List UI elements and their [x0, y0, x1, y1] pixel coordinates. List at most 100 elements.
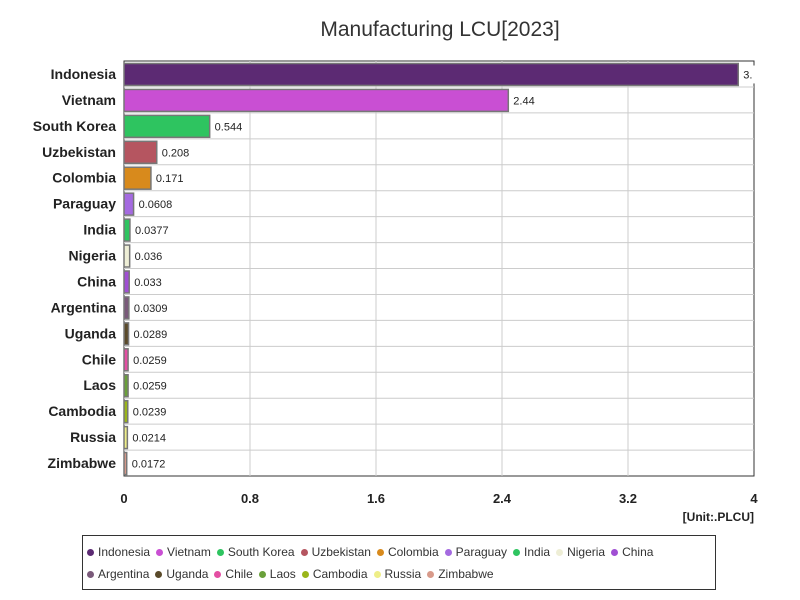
- legend-row: Argentina Uganda Chile Laos Cambodia Russia Zi…: [87, 563, 715, 585]
- data-labels: 3. 2.44 0.544 0.208 0.171 0.0608 0.0377 0.036 0.…: [128, 65, 759, 473]
- bars: [123, 62, 739, 476]
- bar[interactable]: [123, 166, 152, 190]
- legend-label: Vietnam: [167, 545, 211, 559]
- data-label-bg: [130, 350, 174, 369]
- legend-label: Russia: [384, 567, 422, 581]
- bar[interactable]: [123, 322, 130, 346]
- category-label: Nigeria: [69, 248, 117, 264]
- legend-item[interactable]: Paraguay: [444, 545, 507, 559]
- legend-label: Cambodia: [312, 567, 368, 581]
- category-label: Laos: [83, 377, 116, 393]
- legend-marker: [556, 548, 564, 556]
- category-labels: Indonesia Vietnam South Korea Uzbekistan Col…: [33, 66, 116, 471]
- data-label: 0.0214: [132, 433, 166, 445]
- bar[interactable]: [123, 88, 510, 113]
- bar[interactable]: [123, 140, 158, 164]
- legend-marker: [155, 570, 163, 578]
- data-label: 0.0608: [139, 199, 173, 211]
- legend-item[interactable]: Laos: [258, 567, 296, 581]
- data-label: 0.0172: [132, 459, 166, 471]
- data-label-bg: [131, 247, 169, 265]
- legend-marker: [376, 548, 384, 556]
- legend-item[interactable]: India: [513, 545, 550, 559]
- grid-lines: [123, 60, 755, 477]
- x-axis-ticks: 0 0.8 1.6 2.4 3.2 4: [120, 491, 758, 506]
- data-label: 0.544: [215, 121, 243, 133]
- category-label: Russia: [70, 429, 116, 445]
- bar[interactable]: [123, 399, 129, 424]
- bar[interactable]: [123, 425, 129, 450]
- category-label: Vietnam: [62, 92, 116, 108]
- data-label-bg: [158, 143, 196, 162]
- legend-row: Indonesia Vietnam South Korea Uzbekistan Col…: [87, 541, 715, 563]
- legend-label: Chile: [225, 567, 253, 581]
- x-tick-label: 0: [120, 491, 127, 506]
- legend-label: Zimbabwe: [438, 567, 494, 581]
- legend-label: South Korea: [227, 545, 295, 559]
- category-label: Paraguay: [53, 196, 116, 212]
- x-tick-label: 1.6: [367, 491, 385, 506]
- legend-marker: [611, 548, 619, 556]
- data-label-bg: [131, 221, 176, 240]
- legend-item[interactable]: Uzbekistan: [300, 545, 371, 559]
- bar[interactable]: [123, 244, 131, 268]
- data-label-bg: [131, 273, 169, 291]
- data-label-bg: [129, 428, 173, 447]
- legend-marker: [156, 548, 164, 556]
- data-label: 0.033: [134, 277, 162, 289]
- data-label-bg: [510, 91, 542, 110]
- legend-item[interactable]: China: [611, 545, 653, 559]
- data-label-bg: [129, 402, 173, 421]
- bar[interactable]: [123, 192, 135, 216]
- data-label-bg: [211, 117, 249, 136]
- data-label: 0.036: [135, 251, 163, 263]
- legend-item[interactable]: Russia: [373, 567, 422, 581]
- legend-item[interactable]: Indonesia: [87, 545, 150, 559]
- legend-label: Colombia: [387, 545, 439, 559]
- legend-marker: [87, 548, 94, 556]
- bar[interactable]: [123, 451, 128, 476]
- bar[interactable]: [123, 296, 130, 320]
- data-label: 3.: [743, 69, 752, 81]
- data-label-bg: [135, 195, 179, 214]
- bar[interactable]: [123, 218, 131, 242]
- category-label: Zimbabwe: [48, 455, 117, 471]
- legend-item[interactable]: Vietnam: [156, 545, 211, 559]
- legend-label: Argentina: [98, 567, 150, 581]
- x-tick-label: 0.8: [241, 491, 259, 506]
- legend-marker: [427, 570, 435, 578]
- category-label: Colombia: [52, 170, 116, 186]
- x-tick-label: 3.2: [619, 491, 637, 506]
- category-label: Argentina: [51, 299, 117, 315]
- legend-item[interactable]: South Korea: [216, 545, 295, 559]
- bar[interactable]: [123, 114, 211, 139]
- legend-label: Uganda: [166, 567, 209, 581]
- legend-item[interactable]: Uganda: [155, 567, 208, 581]
- category-label: India: [83, 222, 116, 238]
- data-label: 0.0239: [133, 407, 167, 419]
- legend-item[interactable]: Nigeria: [556, 545, 605, 559]
- data-label-bg: [128, 454, 172, 473]
- category-label: Uganda: [65, 325, 117, 341]
- legend-item[interactable]: Argentina: [87, 567, 149, 581]
- bar[interactable]: [123, 270, 130, 294]
- bar[interactable]: [123, 348, 129, 372]
- data-label-bg: [130, 298, 175, 317]
- legend-item[interactable]: Cambodia: [301, 567, 368, 581]
- legend-item[interactable]: Colombia: [376, 545, 439, 559]
- data-label-bg: [740, 65, 759, 84]
- bar[interactable]: [123, 374, 129, 398]
- legend: Indonesia Vietnam South Korea Uzbekistan Col…: [82, 535, 716, 590]
- category-label: Cambodia: [48, 403, 116, 419]
- legend-label: Uzbekistan: [311, 545, 371, 559]
- legend-label: Nigeria: [567, 545, 606, 559]
- data-label: 0.0289: [134, 329, 168, 341]
- legend-item[interactable]: Zimbabwe: [427, 567, 494, 581]
- legend-marker: [373, 570, 381, 578]
- legend-label: Laos: [269, 567, 296, 581]
- legend-label: India: [524, 545, 551, 559]
- legend-item[interactable]: Chile: [214, 567, 253, 581]
- legend-marker: [444, 548, 452, 556]
- data-label: 0.0259: [133, 381, 167, 393]
- bar[interactable]: [123, 62, 739, 87]
